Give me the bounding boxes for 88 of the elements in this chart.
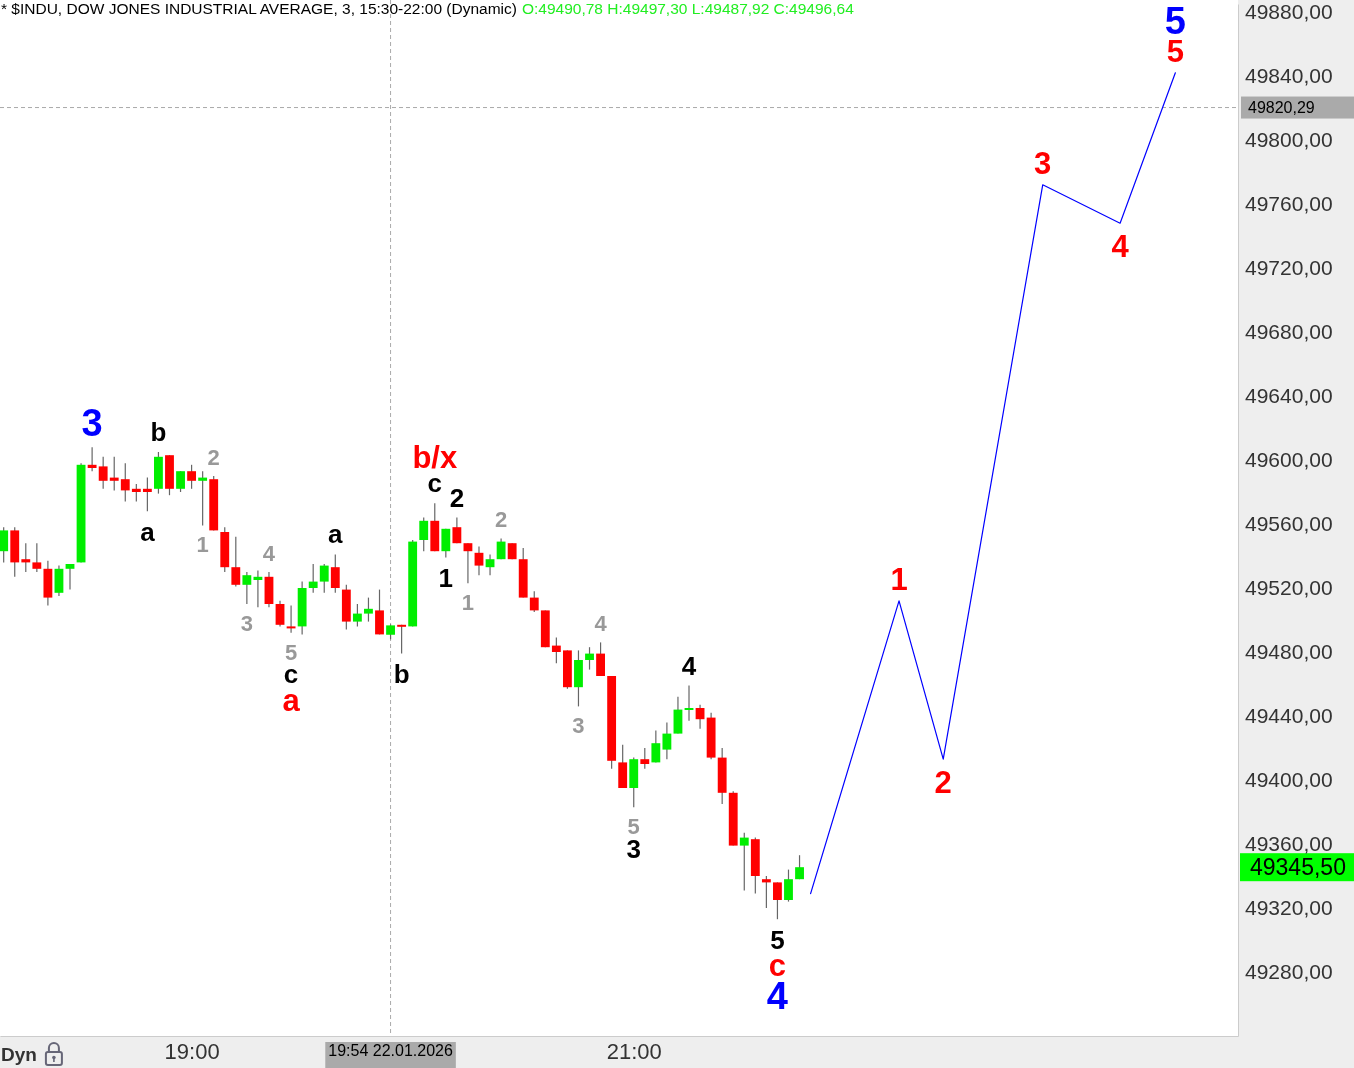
- candlestick: [98, 456, 108, 490]
- candlestick: [364, 597, 373, 623]
- annotation: 3: [240, 610, 253, 636]
- candlestick: [54, 565, 64, 597]
- annotation: 4: [594, 611, 608, 637]
- ref-line-label: 19:54 22.01.2026: [328, 1042, 453, 1059]
- y-tick-label: 49520,00: [1245, 576, 1333, 600]
- candlestick: [120, 462, 130, 503]
- annotation: 3: [81, 402, 103, 445]
- annotation: 1: [438, 563, 454, 594]
- annotation: b: [150, 417, 167, 447]
- candlestick: [739, 832, 749, 891]
- y-tick-label: 49680,00: [1245, 320, 1333, 344]
- y-tick-label: 49280,00: [1245, 960, 1333, 984]
- candlestick: [529, 590, 539, 613]
- annotation: b: [393, 659, 410, 690]
- y-tick-label: 49440,00: [1245, 704, 1333, 728]
- candlestick: [452, 517, 462, 544]
- annotation: 1: [461, 590, 475, 616]
- candlestick: [32, 542, 42, 573]
- annotation: 1: [196, 532, 209, 558]
- chart-subtitle: O:49490,78 H:49497,30 L:49487,92 C:49496,64: [521, 0, 855, 17]
- candlestick: [419, 517, 429, 552]
- candlestick: [21, 542, 31, 573]
- y-tick-label: 49800,00: [1245, 128, 1333, 152]
- y-tick-label: 49720,00: [1245, 256, 1333, 280]
- candlestick: [253, 569, 263, 608]
- candlestick: [275, 600, 285, 627]
- y-tick-label: 49640,00: [1245, 384, 1333, 408]
- annotation: 1: [890, 561, 908, 597]
- candlestick: [585, 646, 594, 671]
- ref-line-label: 49820,29: [1248, 99, 1315, 117]
- y-tick-label: 49760,00: [1245, 192, 1333, 216]
- candlestick: [397, 624, 407, 655]
- annotation: 4: [681, 650, 697, 681]
- candlestick: [761, 875, 771, 909]
- y-tick-label: 49560,00: [1245, 512, 1333, 536]
- candlestick: [673, 696, 683, 735]
- y-tick-label: 49400,00: [1245, 768, 1333, 792]
- candlestick: [352, 603, 362, 627]
- y-tick-label: 49600,00: [1245, 448, 1333, 472]
- text: 49345,50: [1250, 854, 1346, 881]
- y-tick-label: 49840,00: [1245, 64, 1333, 88]
- candlestick: [187, 464, 197, 490]
- y-tick-label: 49320,00: [1245, 896, 1333, 920]
- annotation: 5: [770, 924, 785, 955]
- candlestick: [662, 721, 672, 760]
- annotation: 2: [207, 445, 220, 470]
- candlestick: [308, 563, 318, 594]
- candlestick: [198, 470, 208, 527]
- annotation: 2: [934, 764, 952, 800]
- candlestick: [651, 729, 661, 763]
- candlestick: [0, 526, 9, 563]
- annotation: 4: [262, 541, 276, 566]
- candlestick: [142, 477, 152, 512]
- candlestick: [319, 563, 329, 594]
- annotation: 4: [1111, 228, 1130, 264]
- candlestick: [474, 545, 484, 576]
- x-tick-label: 19:00: [164, 1038, 220, 1064]
- annotation: 3: [572, 713, 585, 739]
- x-tick-label: 21:00: [606, 1038, 662, 1064]
- candlestick: [773, 881, 782, 920]
- candlestick: [65, 563, 75, 591]
- candlestick: [242, 571, 252, 605]
- candlestick: [375, 589, 384, 635]
- candlestick: [441, 528, 451, 559]
- y-tick-label: 49360,00: [1245, 832, 1333, 856]
- chart-title: * $INDU, DOW JONES INDUSTRIAL AVERAGE, 3, 15:30-22:00 (Dynamic): [1, 0, 517, 17]
- candlestick: [109, 456, 119, 491]
- annotation: a: [328, 519, 344, 550]
- candlestick: [485, 553, 495, 576]
- annotation: 2: [449, 482, 465, 513]
- candlestick: [784, 869, 793, 903]
- annotation: 3: [1034, 145, 1052, 181]
- candlestick: [596, 641, 605, 677]
- text: Dyn: [1, 1044, 37, 1065]
- candlestick: [176, 470, 185, 493]
- annotation: 2: [494, 507, 508, 533]
- candlestick: [330, 553, 340, 594]
- y-tick-label: 49480,00: [1245, 640, 1333, 664]
- candlestick: [463, 542, 473, 584]
- line-series: [810, 72, 1176, 895]
- candlestick: [640, 747, 650, 770]
- annotation: a: [140, 516, 156, 547]
- candlestick: [87, 446, 97, 472]
- candlestick: [231, 536, 241, 587]
- candlestick: [551, 637, 561, 664]
- y-tick-label: 49880,00: [1245, 0, 1333, 24]
